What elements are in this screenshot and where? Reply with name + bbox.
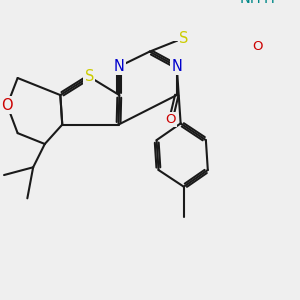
Text: S: S xyxy=(85,69,94,84)
Text: S: S xyxy=(179,31,188,46)
Text: H: H xyxy=(264,0,275,6)
Text: O: O xyxy=(1,98,13,113)
Text: N: N xyxy=(171,59,182,74)
Text: O: O xyxy=(252,40,263,53)
Text: O: O xyxy=(166,113,176,126)
Text: N: N xyxy=(114,59,125,74)
Text: NH: NH xyxy=(239,0,261,6)
